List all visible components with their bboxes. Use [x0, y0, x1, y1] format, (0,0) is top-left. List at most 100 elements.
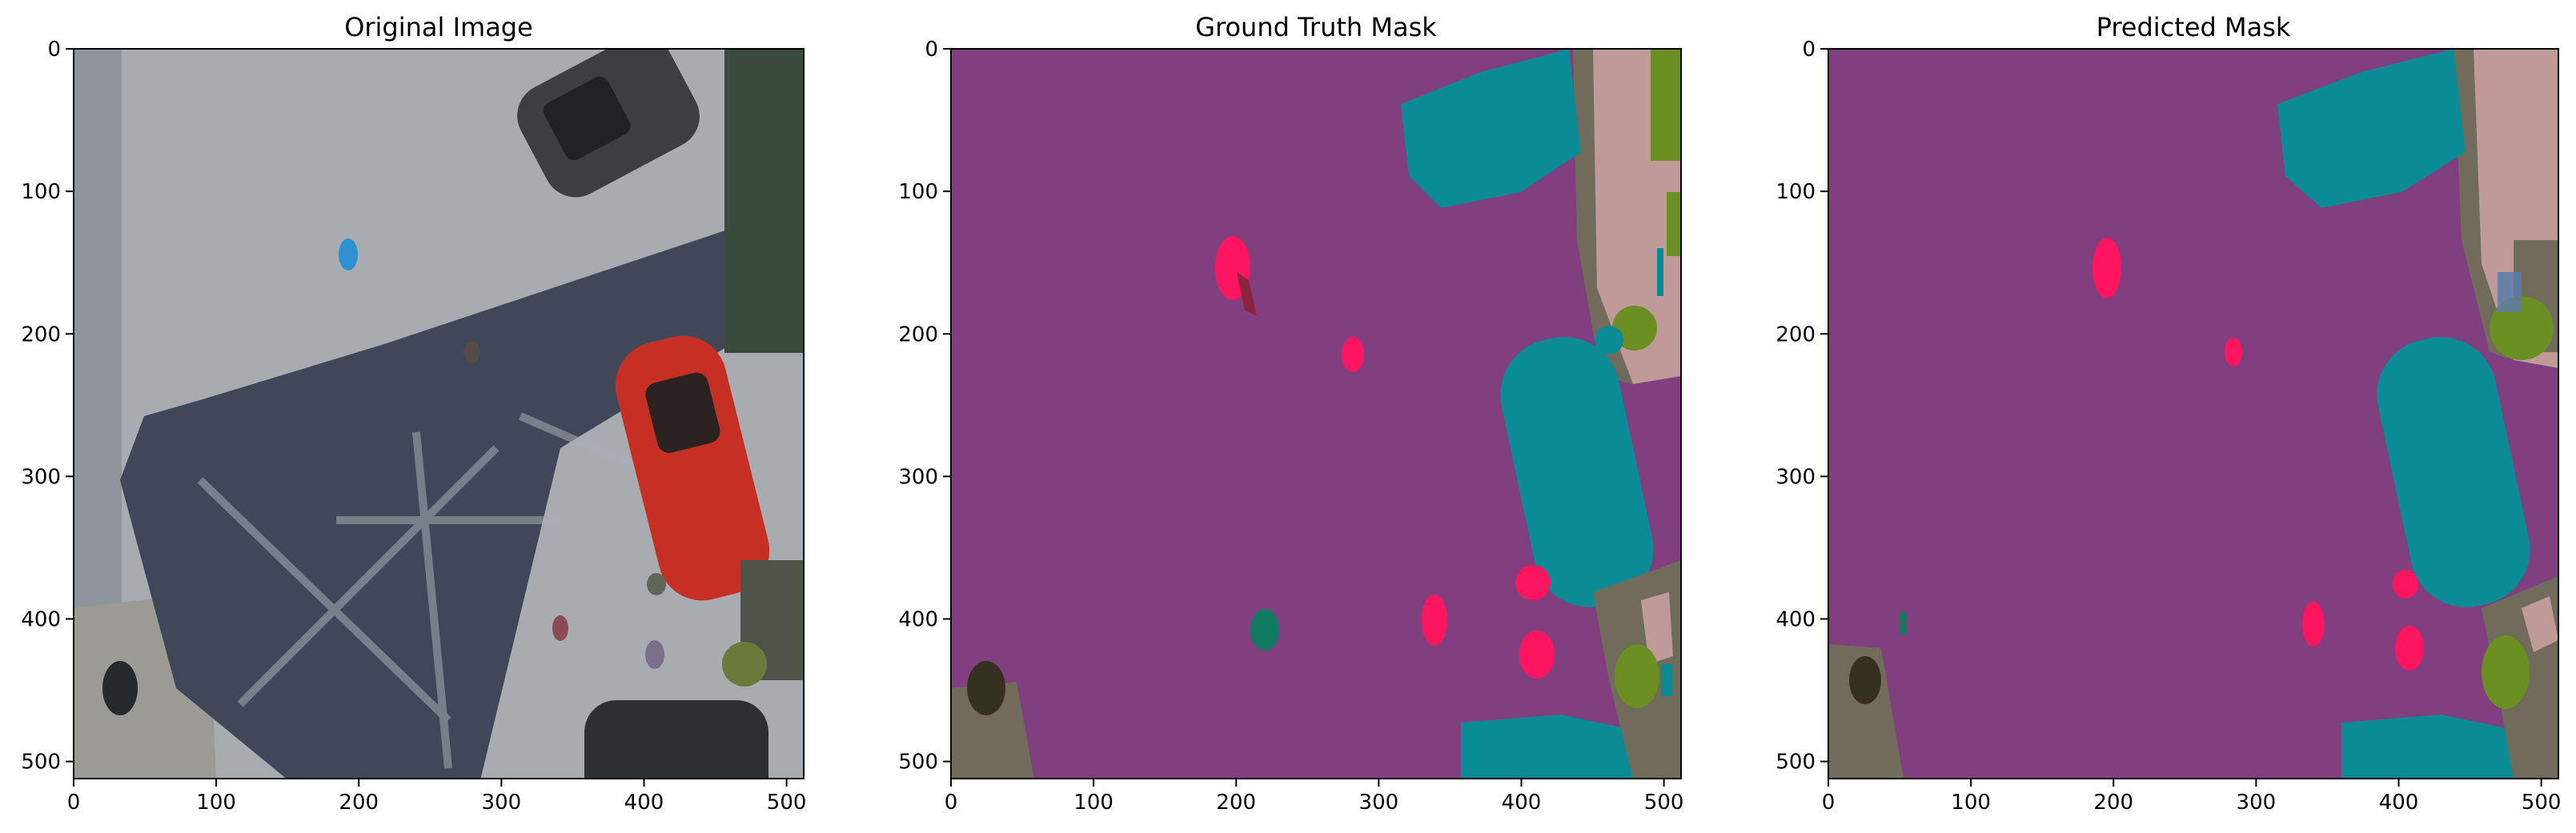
axes-frame	[950, 48, 1682, 779]
x-tick-label: 400	[624, 791, 664, 815]
object-green	[1900, 612, 1907, 635]
panel-title: Ground Truth Mask	[1195, 12, 1437, 42]
pedestrian-4	[647, 573, 666, 595]
car-top	[1401, 49, 1581, 208]
vegetation-top-right	[1651, 49, 1681, 161]
x-tick-label: 300	[482, 791, 522, 815]
dark-object	[1849, 656, 1881, 704]
x-tick-label: 100	[1951, 791, 1991, 815]
y-tick-label: 300	[1776, 465, 1816, 489]
pavement-bottom-right	[2522, 596, 2558, 652]
y-tick-label: 200	[1776, 322, 1816, 346]
y-tick-label: 0	[925, 38, 938, 62]
car-bottom	[2341, 715, 2514, 779]
person-3	[1515, 565, 1551, 600]
dark-object	[102, 661, 138, 715]
bush-2	[1615, 644, 1659, 708]
car-bottom	[1461, 715, 1633, 779]
mixed-region	[2498, 272, 2522, 312]
person-1	[1342, 337, 1364, 372]
panel-original-image: Original Image	[21, 12, 806, 815]
y-ticks: 0 100 200 300 400 500	[1776, 38, 1828, 775]
y-tick-label: 0	[1802, 38, 1816, 62]
x-tick-label: 400	[1502, 791, 1542, 815]
car-dark-bottom	[584, 700, 768, 779]
small-car-part	[1657, 248, 1663, 296]
x-ticks: 0 100 200 300 400 500	[945, 779, 1684, 815]
car-fragment-2	[1661, 664, 1673, 696]
x-tick-label: 0	[67, 791, 81, 815]
y-tick-label: 400	[21, 608, 61, 632]
axes-frame	[1828, 48, 2559, 779]
car-middle	[2377, 337, 2530, 607]
predicted-content	[1828, 49, 2558, 779]
ground-strip	[2454, 49, 2514, 360]
panel-title: Predicted Mask	[2097, 12, 2291, 42]
x-tick-label: 500	[767, 791, 807, 815]
person-1	[2225, 338, 2242, 366]
x-tick-label: 500	[1644, 791, 1684, 815]
x-tick-label: 500	[2522, 791, 2562, 815]
x-tick-label: 300	[1359, 791, 1399, 815]
panel-ground-truth-mask: Ground Truth Mask	[898, 12, 1683, 815]
car-middle	[1500, 337, 1654, 607]
y-tick-label: 500	[21, 751, 61, 775]
person-4	[2395, 626, 2424, 671]
car-fragment	[1595, 326, 1623, 354]
person-2	[1422, 595, 1447, 646]
x-ticks: 0 100 200 300 400 500	[67, 779, 807, 815]
cyclist	[339, 238, 358, 270]
y-tick-label: 100	[1776, 180, 1816, 204]
x-tick-label: 100	[1073, 791, 1113, 815]
car-red-window	[645, 372, 720, 454]
y-tick-label: 200	[21, 322, 61, 346]
x-tick-label: 100	[196, 791, 236, 815]
person-cyclist	[2092, 238, 2121, 298]
x-tick-label: 300	[2237, 791, 2277, 815]
car-dark-top-window	[543, 76, 631, 161]
bush	[722, 642, 767, 687]
person-4	[1519, 631, 1555, 679]
panel-title: Original Image	[344, 12, 533, 42]
vegetation-right	[1667, 192, 1681, 256]
bush-2	[2482, 635, 2530, 709]
x-tick-label: 200	[1216, 791, 1256, 815]
ground-strip	[1573, 49, 1633, 384]
bicycle	[1237, 272, 1257, 316]
y-tick-label: 100	[898, 180, 938, 204]
x-tick-label: 400	[2379, 791, 2419, 815]
y-ticks: 0 100 200 300 400 500	[21, 38, 74, 775]
ground-truth-content	[951, 49, 1681, 779]
y-tick-label: 300	[21, 465, 61, 489]
dark-object	[967, 661, 1005, 715]
x-tick-label: 0	[945, 791, 958, 815]
axes-frame	[73, 48, 804, 779]
car-top	[2277, 49, 2466, 208]
x-tick-label: 200	[339, 791, 379, 815]
person-2	[2302, 602, 2325, 647]
y-tick-label: 200	[898, 322, 938, 346]
original-image-content	[74, 49, 804, 779]
x-tick-label: 0	[1822, 791, 1836, 815]
pavement-bottom-right	[1641, 592, 1673, 664]
ground-bottom-left	[1828, 644, 1904, 779]
x-ticks: 0 100 200 300 400 500	[1822, 779, 2562, 815]
object-green	[1250, 609, 1279, 651]
y-tick-label: 400	[1776, 608, 1816, 632]
pedestrian-3	[645, 640, 664, 669]
y-tick-label: 400	[898, 608, 938, 632]
y-tick-label: 100	[21, 180, 61, 204]
y-tick-label: 300	[898, 465, 938, 489]
tower-shadow	[120, 224, 744, 779]
x-tick-label: 200	[2093, 791, 2133, 815]
y-tick-label: 0	[47, 38, 61, 62]
y-ticks: 0 100 200 300 400 500	[898, 38, 951, 775]
y-tick-label: 500	[898, 751, 938, 775]
person-3	[2393, 570, 2418, 599]
bush-1	[1612, 306, 1657, 350]
y-tick-label: 500	[1776, 751, 1816, 775]
pedestrian-2	[552, 615, 568, 641]
pedestrian-1	[464, 341, 480, 363]
